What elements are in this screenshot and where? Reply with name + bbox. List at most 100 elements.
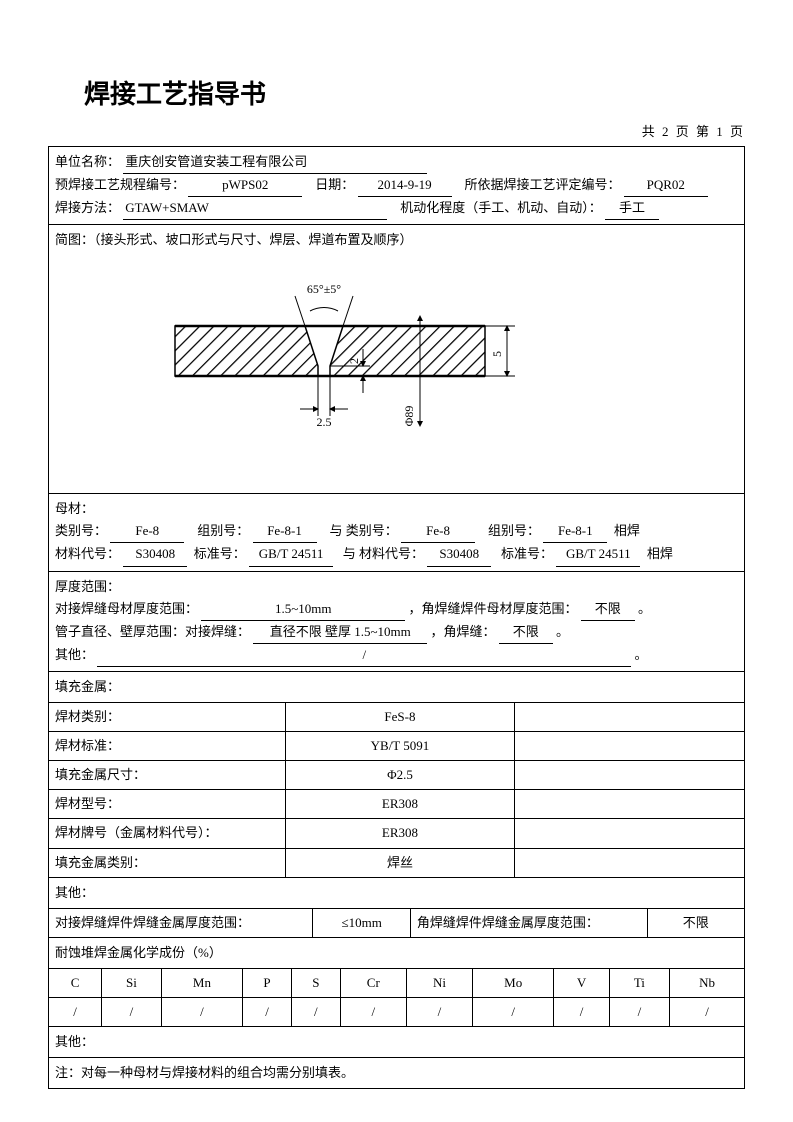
filler-v1: ER308 xyxy=(285,819,515,848)
filler-rows: 焊材类别： FeS-8 焊材标准： YB/T 5091 填充金属尺寸： Φ2.5… xyxy=(49,703,745,878)
pqr-value: PQR02 xyxy=(624,174,708,197)
filler-label: 焊材标准： xyxy=(49,732,286,761)
base-metal-header: 母材： xyxy=(55,498,738,520)
thickness-block: 厚度范围： 对接焊缝母材厚度范围： 1.5~10mm ，角焊缝焊件母材厚度范围：… xyxy=(49,571,745,671)
filler-label: 填充金属类别： xyxy=(49,848,286,877)
filler-v1: Φ2.5 xyxy=(285,761,515,790)
filler-v2 xyxy=(515,819,745,848)
chem-val: / xyxy=(291,997,340,1026)
chem-col: Mn xyxy=(161,968,242,997)
chem-val: / xyxy=(161,997,242,1026)
chem-col: Mo xyxy=(473,968,554,997)
chem-col: Ti xyxy=(609,968,669,997)
chem-val: / xyxy=(670,997,745,1026)
mat2: S30408 xyxy=(427,543,491,566)
group-label: 组别号： xyxy=(197,523,249,538)
chem-col: Si xyxy=(102,968,162,997)
std1: GB/T 24511 xyxy=(249,543,333,566)
cat2: Fe-8 xyxy=(401,520,475,543)
chem-val: / xyxy=(406,997,472,1026)
group1: Fe-8-1 xyxy=(253,520,317,543)
filler-v2 xyxy=(515,848,745,877)
diagram-block: 简图：（接头形式、坡口形式与尺寸、焊层、焊道布置及顺序） xyxy=(49,225,745,494)
mat1: S30408 xyxy=(123,543,187,566)
joint-diagram: 65°±5° 2.5 2 5 Φ89 xyxy=(155,271,575,451)
chem-val: / xyxy=(243,997,292,1026)
root-text: 2 xyxy=(347,358,361,364)
filler-v1: FeS-8 xyxy=(285,703,515,732)
mech-label: 机动化程度（手工、机动、自动）： xyxy=(400,200,602,215)
chem-col: Nb xyxy=(670,968,745,997)
filler-header: 填充金属： xyxy=(49,671,745,702)
specno-label: 预焊接工艺规程编号： xyxy=(55,177,185,192)
std-label2: 标准号： xyxy=(501,546,553,561)
range-row: 对接焊缝焊件焊缝金属厚度范围： ≤10mm 角焊缝焊件焊缝金属厚度范围： 不限 xyxy=(49,908,745,937)
fillet-label: ，角焊缝焊件母材厚度范围： xyxy=(409,601,578,616)
filler-v1: YB/T 5091 xyxy=(285,732,515,761)
thickness-header: 厚度范围： xyxy=(55,576,738,598)
angle-text: 65°±5° xyxy=(307,282,341,296)
filler-label: 填充金属尺寸： xyxy=(49,761,286,790)
mat-label: 材料代号： xyxy=(55,546,120,561)
fillet-suffix: 。 xyxy=(638,601,651,616)
gap-text: 2.5 xyxy=(317,415,332,429)
with-cat-label: 与 类别号： xyxy=(330,523,398,538)
filler-v1: 焊丝 xyxy=(285,848,515,877)
filler-label: 焊材型号： xyxy=(49,790,286,819)
page: 焊接工艺指导书 共 2 页 第 1 页 单位名称： 重庆创安管道安装工程有限公司… xyxy=(0,0,793,1122)
filler-v2 xyxy=(515,703,745,732)
doc-title: 焊接工艺指导书 xyxy=(84,74,745,111)
company-value: 重庆创安管道安装工程有限公司 xyxy=(123,151,427,174)
filler-v2 xyxy=(515,761,745,790)
chem-header: 耐蚀堆焊金属化学成份（%） xyxy=(49,937,745,968)
pipe-fillet-val: 不限 xyxy=(499,621,553,644)
chem-val: / xyxy=(49,997,102,1026)
chem-val: / xyxy=(609,997,669,1026)
diameter-text: Φ89 xyxy=(402,406,416,427)
header-block: 单位名称： 重庆创安管道安装工程有限公司 预焊接工艺规程编号： pWPS02 日… xyxy=(49,147,745,225)
butt-range-val: ≤10mm xyxy=(313,908,410,937)
thk-other-label: 其他： xyxy=(55,647,94,662)
footer-other: 其他： xyxy=(49,1027,745,1058)
butt-val: 1.5~10mm xyxy=(201,598,405,621)
chem-col: Ni xyxy=(406,968,472,997)
date-label: 日期： xyxy=(315,177,354,192)
suffix1: 相焊 xyxy=(614,523,640,538)
std-label: 标准号： xyxy=(194,546,246,561)
thickness-text: 5 xyxy=(490,351,504,357)
filler-label: 焊材牌号（金属材料代号）： xyxy=(49,819,286,848)
pqr-label: 所依据焊接工艺评定编号： xyxy=(465,177,621,192)
fillet-range-label: 角焊缝焊件焊缝金属厚度范围： xyxy=(410,908,647,937)
filler-v2 xyxy=(515,790,745,819)
main-table: 单位名称： 重庆创安管道安装工程有限公司 预焊接工艺规程编号： pWPS02 日… xyxy=(48,146,745,1089)
suffix2: 相焊 xyxy=(647,546,673,561)
specno-value: pWPS02 xyxy=(188,174,302,197)
chem-table-cell: CSiMnPSCrNiMoVTiNb/////////// xyxy=(49,968,745,1026)
filler-other: 其他： xyxy=(49,877,745,908)
filler-v1: ER308 xyxy=(285,790,515,819)
cat-label: 类别号： xyxy=(55,523,107,538)
method-label: 焊接方法： xyxy=(55,200,120,215)
butt-label: 对接焊缝母材厚度范围： xyxy=(55,601,198,616)
chem-col: S xyxy=(291,968,340,997)
pipe-fillet-label: ，角焊缝： xyxy=(431,624,496,639)
method-value: GTAW+SMAW xyxy=(123,197,387,220)
std2: GB/T 24511 xyxy=(556,543,640,566)
date-value: 2014-9-19 xyxy=(358,174,452,197)
group2: Fe-8-1 xyxy=(543,520,607,543)
chem-col: C xyxy=(49,968,102,997)
pipe-label: 管子直径、壁厚范围：对接焊缝： xyxy=(55,624,250,639)
chem-val: / xyxy=(554,997,609,1026)
with-mat-label: 与 材料代号： xyxy=(343,546,424,561)
pipe-suffix: 。 xyxy=(556,624,569,639)
butt-range-label: 对接焊缝焊件焊缝金属厚度范围： xyxy=(49,908,313,937)
chem-val: / xyxy=(340,997,406,1026)
footer-note: 注：对每一种母材与焊接材料的组合均需分别填表。 xyxy=(49,1058,745,1089)
thk-other-val: / xyxy=(97,644,631,667)
chem-col: V xyxy=(554,968,609,997)
chem-val: / xyxy=(102,997,162,1026)
filler-v2 xyxy=(515,732,745,761)
thk-other-suffix: 。 xyxy=(635,647,648,662)
mech-value: 手工 xyxy=(605,197,659,220)
pipe-val: 直径不限 壁厚 1.5~10mm xyxy=(253,621,427,644)
